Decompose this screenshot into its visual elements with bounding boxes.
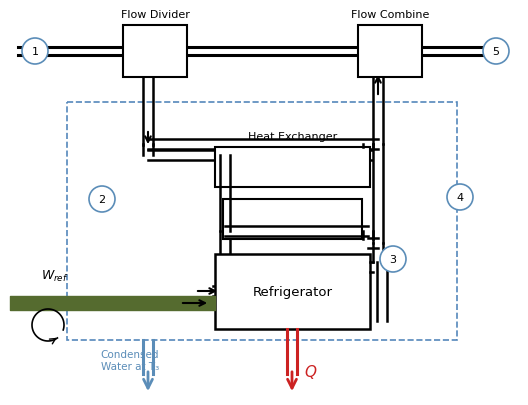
Text: 5: 5 <box>493 47 499 57</box>
Text: 4: 4 <box>456 192 464 202</box>
Bar <box>123 26 187 78</box>
Text: 2: 2 <box>98 194 106 205</box>
Bar <box>215 254 370 329</box>
Bar <box>215 148 370 188</box>
Text: Flow Divider: Flow Divider <box>120 10 190 20</box>
Text: 1: 1 <box>32 47 39 57</box>
Text: Flow Combine: Flow Combine <box>351 10 429 20</box>
Text: Refrigerator: Refrigerator <box>252 285 333 298</box>
Bar <box>67 103 457 340</box>
Text: 3: 3 <box>390 254 397 264</box>
Circle shape <box>447 185 473 211</box>
Bar <box>223 200 362 239</box>
Circle shape <box>89 187 115 213</box>
Circle shape <box>22 39 48 65</box>
Circle shape <box>483 39 509 65</box>
Text: Q: Q <box>304 364 316 379</box>
Circle shape <box>380 246 406 272</box>
Text: Heat Exchanger: Heat Exchanger <box>248 132 337 142</box>
Text: $W_{ref}$: $W_{ref}$ <box>41 268 69 284</box>
Text: Condensed
Water at T₃: Condensed Water at T₃ <box>101 349 159 371</box>
Bar <box>358 26 422 78</box>
